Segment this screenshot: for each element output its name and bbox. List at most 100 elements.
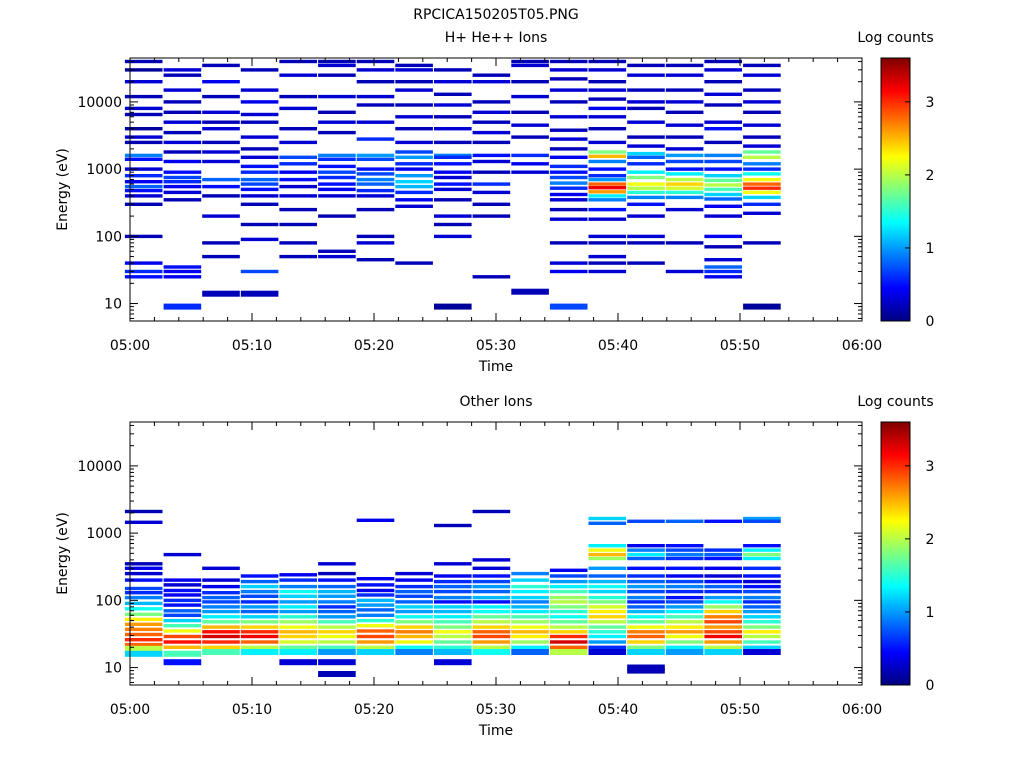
heatmap-cell [627,595,665,600]
heatmap-cell [124,174,163,178]
heatmap-cell [743,88,781,92]
heatmap-cell [395,68,433,72]
heatmap-cell [743,595,781,600]
x-tick-label: 05:40 [598,338,638,354]
heatmap-cell [588,574,627,578]
heatmap-cell [202,625,240,629]
heatmap-cell [472,615,511,619]
heatmap-cell [124,607,163,611]
heatmap-cell [588,140,627,145]
heatmap-cell [743,640,781,644]
heatmap-cell [124,68,163,72]
heatmap-cell [704,80,742,84]
heatmap-cell [511,170,549,174]
heatmap-cell [627,162,665,166]
heatmap-cell [395,162,433,166]
heatmap-cell [549,600,588,604]
heatmap-cell [318,600,356,604]
heatmap-cell [704,595,742,600]
heatmap-cell [318,594,356,598]
colorbar-tick-label: 0 [926,678,935,694]
heatmap-cell [627,73,665,77]
heatmap-cell [356,137,395,141]
heatmap-cell [588,167,627,171]
heatmap-cell [665,123,704,127]
heatmap-cell [627,630,665,634]
heatmap-cell [549,164,588,169]
heatmap-cell [627,170,665,174]
heatmap-cell [395,150,433,154]
heatmap-cell [743,609,781,614]
heatmap-cell [318,194,356,198]
heatmap-cell [472,170,511,174]
heatmap-cell [588,217,627,221]
heatmap-cell [549,649,588,655]
heatmap-cell [318,640,356,644]
heatmap-cell [511,605,549,609]
heatmap-cell [588,269,627,274]
heatmap-cell [124,566,163,570]
heatmap-cell [240,170,279,174]
heatmap-cell [472,645,511,649]
heatmap-cell [279,615,317,619]
heatmap-cell [395,63,433,68]
heatmap-cell [279,605,317,609]
y-tick-label: 100 [95,593,122,609]
heatmap-cell [472,625,511,629]
heatmap-cell [511,589,549,594]
x-tick-label: 05:40 [598,702,638,718]
heatmap-cell [627,190,665,195]
heatmap-cell [588,127,627,131]
heatmap-cell [743,241,781,245]
heatmap-cell [356,80,395,84]
heatmap-cell [356,640,395,644]
heatmap-cell [743,589,781,594]
heatmap-cell [318,187,356,192]
heatmap-cell [588,566,627,570]
heatmap-cell [163,265,202,269]
heatmap-cell [240,589,279,594]
heatmap-cell [472,620,511,624]
heatmap-cell [588,59,627,64]
heatmap-cell [240,222,279,227]
heatmap-cell [202,177,240,182]
heatmap-cell [549,605,588,609]
heatmap-cell [743,615,781,619]
heatmap-cell [549,640,588,644]
heatmap-cell [588,521,627,525]
heatmap-cell [704,634,742,639]
heatmap-cell [704,192,742,197]
heatmap-cell [704,630,742,634]
x-tick-label: 05:30 [476,338,516,354]
heatmap-cell [279,94,317,99]
heatmap-cell [356,177,395,182]
heatmap-cell [743,634,781,639]
heatmap-cell [124,617,163,622]
heatmap-cell [356,649,395,655]
heatmap-cell [549,241,588,245]
heatmap-cell [704,552,742,557]
heatmap-cell [472,579,511,584]
y-tick-label: 100 [95,229,122,245]
heatmap-cell [472,558,511,562]
heatmap-cell [511,630,549,634]
heatmap-cell [240,640,279,644]
colorbar-tick-label: 3 [926,95,935,111]
heatmap-cell [124,59,163,64]
heatmap-cell [318,578,356,582]
heatmap-cell [472,80,511,84]
heatmap-cell [202,214,240,218]
heatmap-cell [163,110,202,114]
heatmap-cell [511,59,549,64]
heatmap-cell [163,73,202,77]
heatmap-cell [549,192,588,197]
heatmap-cell [472,574,511,578]
heatmap-cell [743,605,781,609]
heatmap-cell [588,159,627,164]
heatmap-cell [318,571,356,576]
heatmap-cell [743,172,781,176]
heatmap-cell [124,153,163,158]
heatmap-cell [240,605,279,609]
panel-title: Other Ions [459,394,532,410]
heatmap-cell [356,234,395,239]
